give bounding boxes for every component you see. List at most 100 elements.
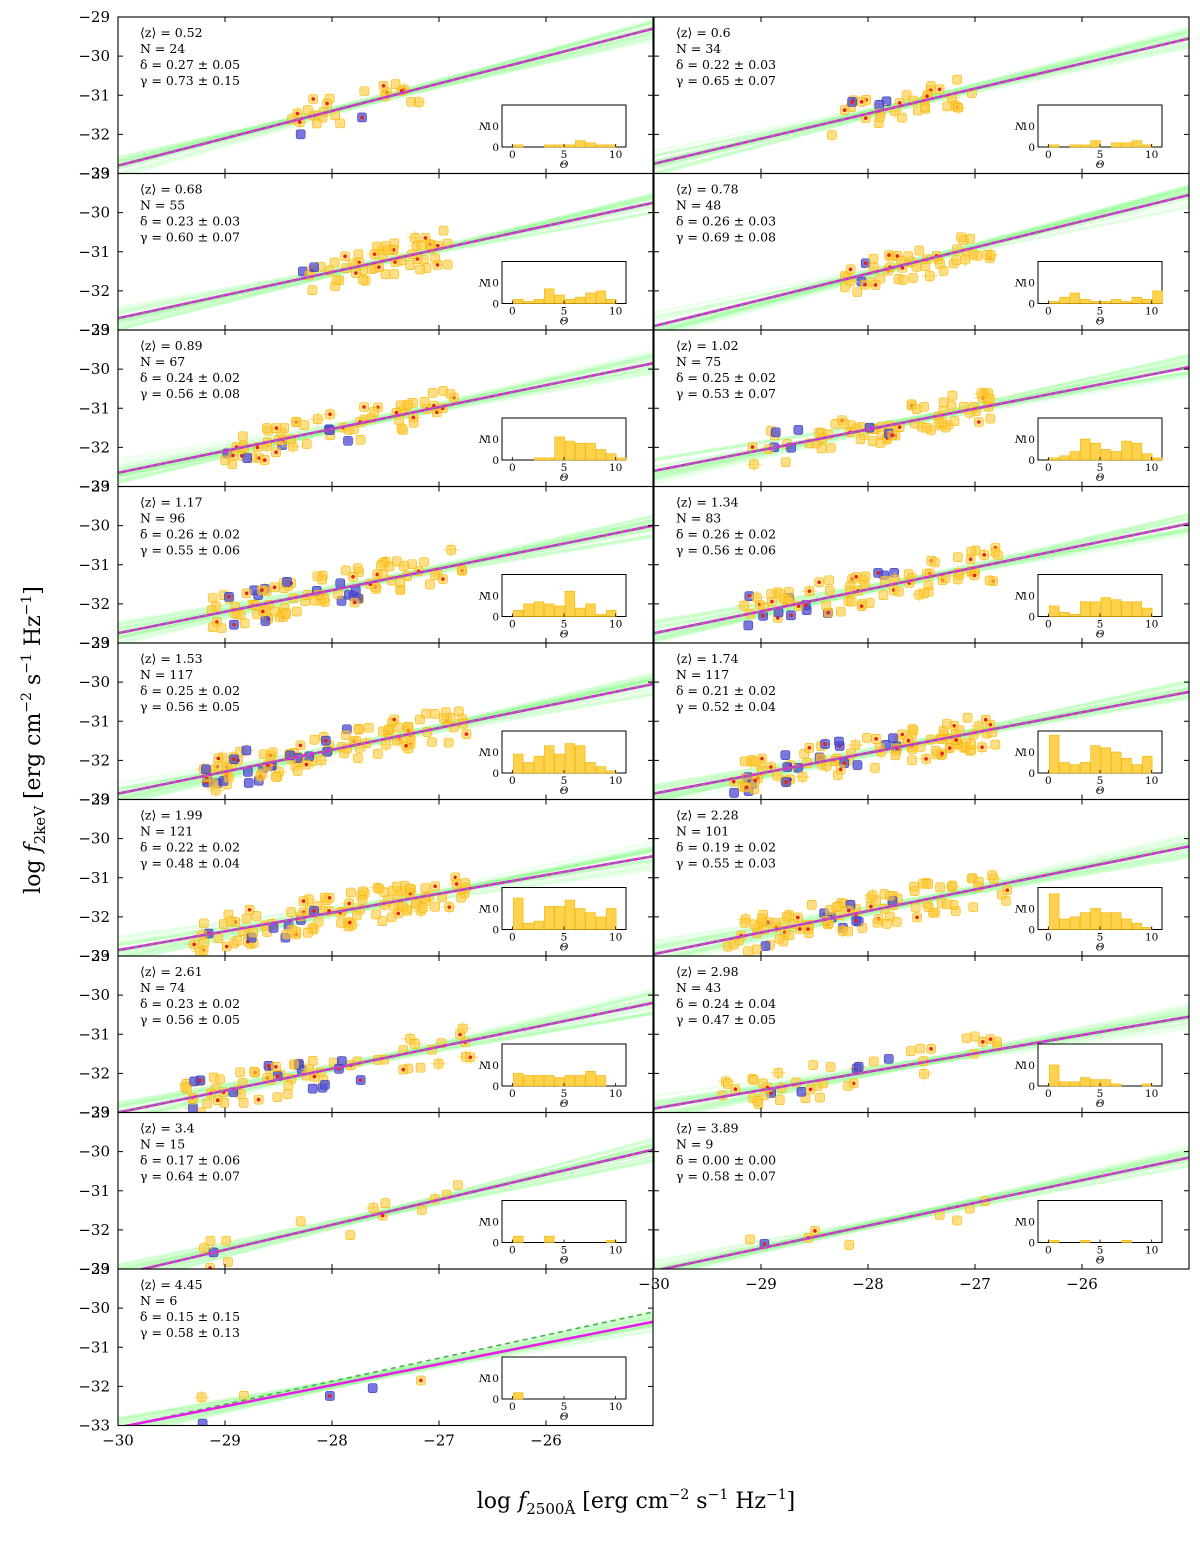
data-point-yellow — [395, 577, 405, 588]
data-point-yellow — [299, 420, 310, 430]
histogram-bar — [585, 1070, 596, 1087]
data-point-yellow — [861, 733, 872, 743]
data-point-yellow — [249, 1066, 259, 1077]
data-point-yellow — [855, 434, 866, 444]
data-point-yellow — [251, 911, 262, 921]
data-point-yellow — [892, 917, 902, 927]
y-tick-label: −31 — [78, 869, 110, 887]
mcmc-band-line — [654, 192, 1189, 323]
histogram-bar — [1080, 601, 1091, 617]
data-point-yellow — [875, 112, 885, 123]
histogram-bar — [1069, 451, 1081, 461]
histogram-bar — [1069, 292, 1081, 304]
data-point-yellow — [782, 911, 792, 922]
inset-x-tick-label: 5 — [1097, 619, 1104, 631]
inset-x-tick-label: 5 — [561, 1401, 568, 1413]
data-point-yellow — [223, 1257, 233, 1267]
data-point-yellow — [915, 1043, 925, 1054]
histogram-bar — [1142, 1083, 1153, 1087]
data-point-yellow — [353, 723, 364, 734]
inset-x-tick-label: 5 — [1097, 462, 1104, 474]
mcmc-band-line — [118, 195, 653, 329]
data-point-core — [869, 904, 873, 909]
mcmc-band-line — [667, 1158, 1189, 1269]
data-point-yellow — [914, 245, 925, 256]
data-point-core — [411, 415, 416, 420]
annotation-z: ⟨z⟩ = 0.68 — [140, 182, 203, 197]
inset-x-tick-label: 5 — [1097, 1088, 1104, 1100]
mcmc-band-line — [654, 354, 1189, 479]
data-point-core — [983, 717, 988, 722]
data-point-yellow — [824, 585, 835, 596]
inset-y-tick-label: 10 — [486, 278, 499, 290]
data-point-yellow — [919, 1069, 929, 1079]
histogram-bar — [1111, 1083, 1122, 1087]
data-point-blue — [729, 788, 739, 798]
histogram-bar — [554, 753, 565, 774]
inset-y-tick-label: 10 — [1022, 904, 1035, 916]
y-tick-label: −30 — [78, 830, 110, 848]
mcmc-band-line — [118, 211, 653, 316]
data-point-blue — [793, 425, 804, 435]
mcmc-band-line — [654, 528, 1189, 636]
data-point-yellow — [262, 423, 272, 434]
data-point-core — [982, 553, 986, 557]
data-point-yellow — [194, 946, 205, 956]
inset-x-tick-label: 0 — [1045, 1088, 1052, 1100]
data-point-yellow — [340, 730, 351, 740]
mcmc-band-line — [118, 371, 653, 468]
inset-x-label: Θ — [1096, 159, 1105, 171]
histogram-bar — [1049, 893, 1060, 930]
histogram-bar — [564, 590, 576, 617]
mcmc-band-line — [128, 1324, 653, 1426]
data-point-yellow — [914, 589, 924, 600]
data-point-yellow — [287, 924, 297, 935]
y-tick-label: −31 — [78, 712, 110, 730]
plot-area — [118, 987, 653, 1113]
annotation-n: N = 96 — [140, 511, 185, 526]
annotation-z: ⟨z⟩ = 2.28 — [676, 808, 739, 823]
histogram-bar — [606, 908, 617, 930]
annotation-gamma: γ = 0.55 ± 0.06 — [140, 543, 240, 558]
inset-y-label: N — [478, 121, 489, 133]
data-point-yellow — [357, 894, 368, 905]
y-tick-label: −32 — [78, 908, 110, 926]
data-point-blue — [874, 100, 884, 110]
data-point-core — [354, 271, 358, 275]
histogram-bar — [523, 603, 534, 617]
data-point-yellow — [221, 1235, 231, 1246]
panel-14: ⟨z⟩ = 2.98N = 43δ = 0.24 ± 0.04γ = 0.47 … — [653, 955, 1190, 1114]
histogram-bar — [1080, 1077, 1091, 1087]
histogram-bar — [1059, 762, 1070, 774]
inset-frame — [501, 104, 627, 148]
inset-x-tick-label: 0 — [1045, 1245, 1052, 1257]
data-point-yellow — [398, 425, 408, 435]
data-point-yellow — [831, 902, 842, 912]
histogram-bar — [1069, 916, 1081, 930]
histogram-bar — [585, 292, 596, 304]
data-point-yellow — [238, 431, 248, 442]
data-point-core — [796, 915, 800, 920]
data-point-yellow — [405, 883, 415, 894]
data-point-core — [806, 927, 810, 931]
data-point-blue — [268, 923, 279, 933]
data-point-core — [838, 767, 843, 772]
inset-y-tick-label: 10 — [1022, 747, 1035, 759]
inset-x-tick-label: 5 — [1097, 775, 1104, 787]
data-point-blue — [343, 436, 353, 446]
data-point-yellow — [430, 570, 440, 581]
histogram-bar — [1100, 449, 1112, 461]
data-point-core — [972, 573, 977, 578]
histogram-bar — [1090, 908, 1101, 930]
histogram-bar — [523, 922, 534, 930]
data-point-core — [464, 732, 469, 736]
data-point-yellow — [942, 718, 952, 729]
data-point-yellow — [750, 756, 761, 767]
annotation-z: ⟨z⟩ = 3.89 — [676, 1121, 739, 1136]
data-point-yellow — [923, 879, 934, 889]
mcmc-band-line — [654, 521, 1189, 632]
data-point-core — [873, 283, 878, 287]
histogram-bar — [554, 144, 565, 148]
histogram-bar — [1049, 605, 1060, 617]
